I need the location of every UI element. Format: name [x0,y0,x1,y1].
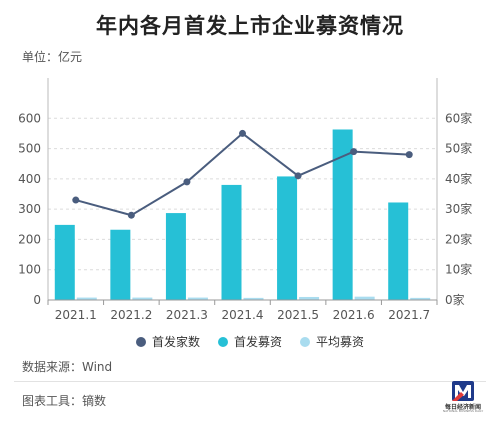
legend-item[interactable]: 首发家数 [135,333,200,350]
line-point-ipo-count [183,178,191,186]
line-series [72,129,413,219]
x-tick-label: 2021.6 [333,308,375,322]
legend-label: 首发募资 [233,335,282,349]
chart-canvas: 0 100 200 300 400 500 600 0家 10家 20家 30家 40家 50家 60家… [18,78,472,322]
bar-average-fundraising [132,297,153,300]
bar-average-fundraising [187,297,208,300]
legend-swatch [217,336,228,347]
y-left-tick-label: 600 [18,111,41,125]
y-left-tick-label: 300 [18,202,41,216]
x-tick-label: 2021.7 [388,308,430,322]
line-point-ipo-count [405,151,413,159]
bar-ipo-fundraising [165,213,186,300]
y-left-tick-label: 400 [18,172,41,186]
bar-average-fundraising [243,297,264,300]
bar-ipo-fundraising [277,176,298,300]
x-tick-label: 2021.4 [222,308,264,322]
line-point-ipo-count [350,148,358,156]
line-ipo-count [75,132,410,217]
legend-swatch [135,336,146,347]
legend-swatch [300,336,310,347]
logo-mark-icon [452,381,474,401]
right-axis: 0家 10家 20家 30家 40家 50家 60家 [436,78,472,307]
y-left-tick-label: 0 [33,293,41,307]
x-tick-label: 2021.5 [277,308,319,322]
x-tick-label: 2021.1 [55,308,97,322]
legend-label: 首发家数 [151,335,200,349]
legend: 首发家数 首发募资 平均募资 [0,333,500,350]
line-point-ipo-count [72,196,80,204]
legend-item[interactable]: 首发募资 [217,333,282,350]
y-left-tick-label: 100 [18,263,41,277]
bar-ipo-fundraising [388,202,409,300]
bar-average-fundraising [76,297,97,300]
y-right-tick-label: 20家 [445,231,472,246]
y-right-tick-label: 10家 [445,262,472,277]
line-point-ipo-count [239,129,246,137]
bar-average-fundraising [299,296,320,300]
bar-average-fundraising [354,296,375,300]
bar-ipo-fundraising [110,229,131,300]
unit-label: 单位：亿元 [22,50,83,64]
y-left-tick-label: 500 [18,142,41,156]
legend-item[interactable]: 平均募资 [300,333,364,350]
legend-label: 平均募资 [316,335,365,349]
x-tick-label: 2021.2 [110,308,152,322]
logo-text: 每日经济新闻 [444,404,481,411]
line-point-ipo-count [127,211,135,219]
y-right-tick-label: 0家 [445,292,465,307]
y-right-tick-label: 60家 [445,110,472,125]
bars [54,129,431,300]
bar-ipo-fundraising [221,184,242,300]
chart-title: 年内各月首发上市企业募资情况 [96,14,404,38]
divider [14,381,486,382]
bar-ipo-fundraising [332,129,353,300]
gridlines [48,117,437,271]
brand-logo: 每日经济新闻 NATIONAL BUSINESS DAILY [437,380,489,414]
x-tick-label: 2021.3 [166,308,208,322]
chart-tool-credit: 图表工具：镝数 [22,394,107,408]
data-source: 数据来源：Wind [22,360,113,374]
x-axis: 2021.1 2021.2 2021.3 2021.4 2021.5 2021.6 2021… [47,299,438,322]
y-right-tick-label: 50家 [445,141,472,156]
left-axis: 0 100 200 300 400 500 600 [18,78,49,307]
bar-average-fundraising [410,297,431,300]
bar-ipo-fundraising [54,224,75,300]
y-right-tick-label: 40家 [445,171,472,186]
y-left-tick-label: 200 [18,232,41,246]
line-point-ipo-count [294,172,302,180]
logo-subtext: NATIONAL BUSINESS DAILY [442,409,484,413]
y-right-tick-label: 30家 [445,201,472,216]
